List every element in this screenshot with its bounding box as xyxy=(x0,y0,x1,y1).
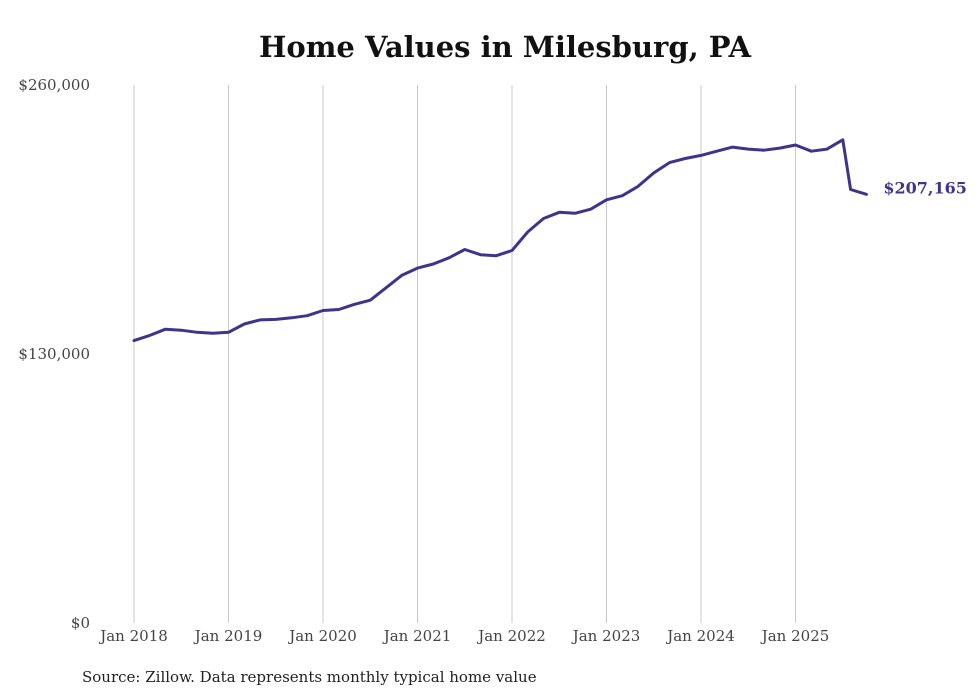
series-layer xyxy=(132,138,868,343)
x-tick-label: Jan 2024 xyxy=(665,627,735,645)
source-note: Source: Zillow. Data represents monthly … xyxy=(82,668,537,686)
x-tick-label: Jan 2022 xyxy=(476,627,546,645)
end-value-label: $207,165 xyxy=(883,178,967,197)
x-tick-label: Jan 2018 xyxy=(98,627,168,645)
x-tick-label: Jan 2023 xyxy=(571,627,641,645)
y-tick-label: $0 xyxy=(71,614,90,632)
y-axis-ticks: $0 $130,000 $260,000 xyxy=(18,76,90,632)
y-tick-label: $260,000 xyxy=(18,76,90,94)
x-tick-label: Jan 2019 xyxy=(193,627,263,645)
x-tick-label: Jan 2025 xyxy=(760,627,830,645)
y-tick-label: $130,000 xyxy=(18,345,90,363)
series-line-0 xyxy=(132,138,868,343)
grid-lines xyxy=(133,85,796,623)
x-tick-label: Jan 2021 xyxy=(382,627,452,645)
x-axis-ticks: Jan 2018 Jan 2019 Jan 2020 Jan 2021 Jan 2022… xyxy=(98,627,829,645)
chart-title: Home Values in Milesburg, PA xyxy=(259,30,751,64)
x-tick-label: Jan 2020 xyxy=(287,627,357,645)
